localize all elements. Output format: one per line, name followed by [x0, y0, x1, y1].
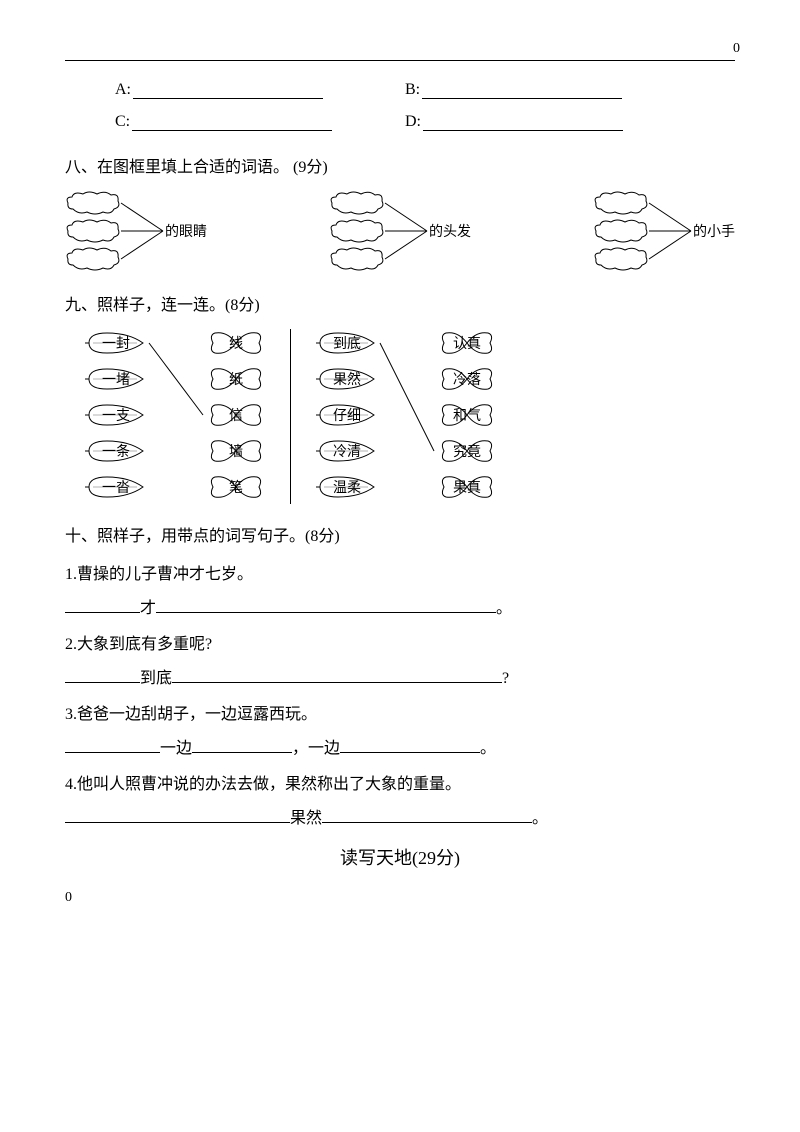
label-b: B:	[405, 81, 420, 99]
label-d: D:	[405, 113, 421, 131]
match-gap-right[interactable]	[378, 329, 438, 504]
divider	[290, 329, 291, 504]
label-a: A:	[115, 81, 131, 99]
page-num-top: 0	[733, 41, 740, 57]
q10-answer[interactable]: 才。	[65, 594, 735, 618]
label-c: C:	[115, 113, 130, 131]
butterfly-item[interactable]: 墙	[207, 437, 265, 465]
cloud-blank[interactable]	[65, 219, 121, 243]
butterfly-item[interactable]: 线	[207, 329, 265, 357]
cloud-blank[interactable]	[329, 191, 385, 215]
cloud-blank[interactable]	[593, 191, 649, 215]
cloud-blank[interactable]	[593, 219, 649, 243]
blank-c[interactable]	[132, 130, 332, 131]
cloud-group-3: 的小手	[593, 191, 735, 271]
leaf-item[interactable]: 一沓	[85, 473, 147, 501]
cloud-blank[interactable]	[65, 247, 121, 271]
q10-prompt: 2.大象到底有多重呢?	[65, 630, 735, 654]
cloud-blank[interactable]	[65, 191, 121, 215]
butterfly-item[interactable]: 信	[207, 401, 265, 429]
connector-lines	[385, 193, 427, 269]
q10-prompt: 3.爸爸一边刮胡子，一边逗露西玩。	[65, 700, 735, 724]
blank-d[interactable]	[423, 130, 623, 131]
cloud-label-1: 的眼睛	[165, 221, 207, 241]
butterfly-item[interactable]: 纸	[207, 365, 265, 393]
butterfly-item[interactable]: 认真	[438, 329, 496, 357]
butterfly-item[interactable]: 和气	[438, 401, 496, 429]
q10-prompt: 4.他叫人照曹冲说的办法去做，果然称出了大象的重量。	[65, 770, 735, 794]
section8-title: 八、在图框里填上合适的词语。 (9分)	[65, 153, 735, 177]
q10-answer[interactable]: 果然。	[65, 804, 735, 828]
leaf-item[interactable]: 一支	[85, 401, 147, 429]
butterfly-item[interactable]: 究竟	[438, 437, 496, 465]
cloud-label-3: 的小手	[693, 221, 735, 241]
cloud-blank[interactable]	[329, 219, 385, 243]
cloud-blank[interactable]	[329, 247, 385, 271]
connector-lines	[121, 193, 163, 269]
section9-title: 九、照样子，连一连。(8分)	[65, 291, 735, 315]
match-gap-left[interactable]	[147, 329, 207, 504]
page-num-bottom: 0	[65, 890, 735, 906]
leaf-item[interactable]: 一条	[85, 437, 147, 465]
leaf-item[interactable]: 一封	[85, 329, 147, 357]
butterfly-item[interactable]: 冷落	[438, 365, 496, 393]
butterfly-item[interactable]: 果真	[438, 473, 496, 501]
q10-answer[interactable]: 到底?	[65, 664, 735, 688]
connector-lines	[649, 193, 691, 269]
reading-title: 读写天地(29分)	[65, 844, 735, 870]
q10-prompt: 1.曹操的儿子曹冲才七岁。	[65, 560, 735, 584]
leaves-right: 到底果然仔细冷清温柔	[316, 329, 378, 504]
top-rule: 0	[65, 60, 735, 61]
cloud-blank[interactable]	[593, 247, 649, 271]
section10-title: 十、照样子，用带点的词写句子。(8分)	[65, 522, 735, 546]
section8-row: 的眼睛 的头发 的小手	[65, 191, 735, 271]
leaf-item[interactable]: 温柔	[316, 473, 378, 501]
cloud-group-2: 的头发	[329, 191, 471, 271]
section9-row: 一封一堵一支一条一沓 线纸信墙笔 到底果然仔细冷清温柔 认真冷落和气究竟果真	[85, 329, 735, 504]
abcd-blanks: A: B: C: D:	[115, 81, 735, 131]
leaf-item[interactable]: 冷清	[316, 437, 378, 465]
section10-body: 1.曹操的儿子曹冲才七岁。才。 2.大象到底有多重呢? 到底? 3.爸爸一边刮胡子，一…	[65, 560, 735, 828]
blank-b[interactable]	[422, 98, 622, 99]
q10-answer[interactable]: 一边，一边。	[65, 734, 735, 758]
leaf-item[interactable]: 一堵	[85, 365, 147, 393]
butterfly-item[interactable]: 笔	[207, 473, 265, 501]
blank-a[interactable]	[133, 98, 323, 99]
cloud-label-2: 的头发	[429, 221, 471, 241]
butterflies-left: 线纸信墙笔	[207, 329, 265, 504]
cloud-group-1: 的眼睛	[65, 191, 207, 271]
leaf-item[interactable]: 到底	[316, 329, 378, 357]
leaf-item[interactable]: 果然	[316, 365, 378, 393]
leaf-item[interactable]: 仔细	[316, 401, 378, 429]
leaves-left: 一封一堵一支一条一沓	[85, 329, 147, 504]
butterflies-right: 认真冷落和气究竟果真	[438, 329, 496, 504]
